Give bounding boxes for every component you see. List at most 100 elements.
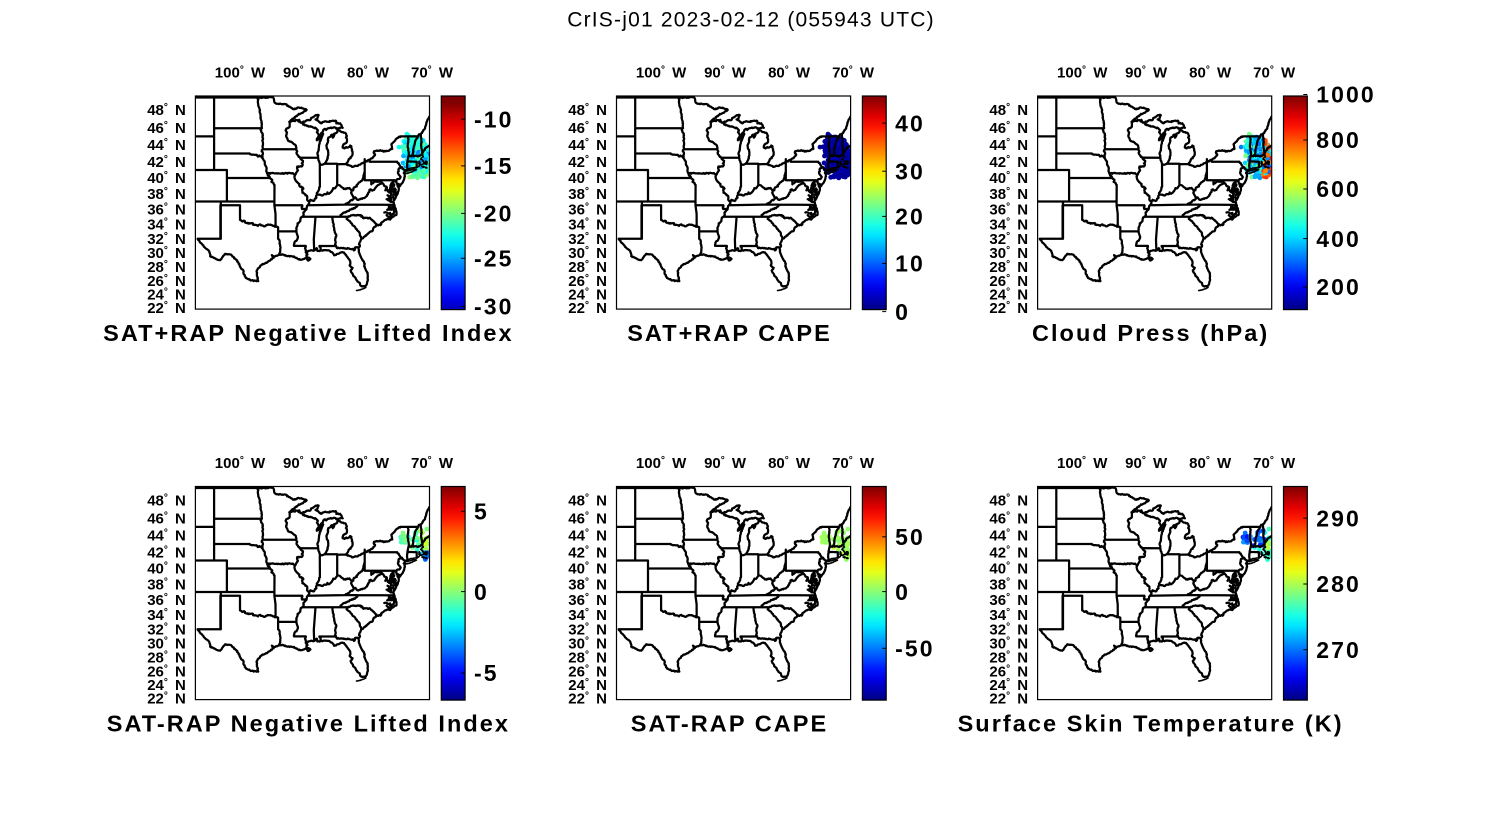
svg-text:28° N: 28° N <box>147 650 186 667</box>
svg-text:22° N: 22° N <box>989 300 1028 317</box>
svg-text:5: 5 <box>474 499 489 525</box>
svg-text:100° W: 100° W <box>1057 455 1108 472</box>
svg-text:40° N: 40° N <box>568 561 607 578</box>
svg-text:28° N: 28° N <box>989 259 1028 276</box>
svg-text:34° N: 34° N <box>147 607 186 624</box>
svg-text:0: 0 <box>895 579 910 605</box>
svg-text:70° W: 70° W <box>411 65 454 82</box>
svg-text:90° W: 90° W <box>704 455 747 472</box>
svg-text:26° N: 26° N <box>568 273 607 290</box>
svg-text:32° N: 32° N <box>147 231 186 248</box>
svg-text:44° N: 44° N <box>568 137 607 154</box>
svg-text:46° N: 46° N <box>147 120 186 137</box>
svg-text:22° N: 22° N <box>147 300 186 317</box>
svg-text:34° N: 34° N <box>568 216 607 233</box>
svg-text:-30: -30 <box>474 294 514 320</box>
svg-text:24° N: 24° N <box>989 287 1028 304</box>
svg-text:46° N: 46° N <box>989 510 1028 527</box>
svg-text:SAT+RAP Negative Lifted Index: SAT+RAP Negative Lifted Index <box>103 320 514 346</box>
svg-text:28° N: 28° N <box>568 650 607 667</box>
svg-text:30° N: 30° N <box>568 245 607 262</box>
svg-text:270: 270 <box>1316 637 1361 663</box>
svg-text:44° N: 44° N <box>568 528 607 545</box>
svg-text:30° N: 30° N <box>147 245 186 262</box>
svg-text:0: 0 <box>474 579 489 605</box>
svg-text:44° N: 44° N <box>989 137 1028 154</box>
svg-text:32° N: 32° N <box>989 231 1028 248</box>
svg-text:32° N: 32° N <box>568 621 607 638</box>
svg-text:90° W: 90° W <box>283 65 326 82</box>
svg-text:48° N: 48° N <box>568 102 607 119</box>
svg-text:32° N: 32° N <box>568 231 607 248</box>
svg-text:24° N: 24° N <box>568 677 607 694</box>
svg-text:48° N: 48° N <box>147 492 186 509</box>
svg-text:90° W: 90° W <box>704 65 747 82</box>
svg-text:34° N: 34° N <box>147 216 186 233</box>
svg-text:42° N: 42° N <box>147 154 186 171</box>
svg-text:34° N: 34° N <box>989 607 1028 624</box>
svg-text:42° N: 42° N <box>147 545 186 562</box>
svg-text:26° N: 26° N <box>989 273 1028 290</box>
svg-text:90° W: 90° W <box>1125 455 1168 472</box>
svg-text:90° W: 90° W <box>283 455 326 472</box>
svg-text:0: 0 <box>895 299 910 325</box>
svg-text:SAT+RAP CAPE: SAT+RAP CAPE <box>627 320 832 346</box>
svg-text:-15: -15 <box>474 153 514 179</box>
svg-text:Cloud Press (hPa): Cloud Press (hPa) <box>1032 320 1269 346</box>
svg-text:30° N: 30° N <box>989 636 1028 653</box>
svg-text:100° W: 100° W <box>215 455 266 472</box>
svg-text:80° W: 80° W <box>768 65 811 82</box>
svg-text:38° N: 38° N <box>568 577 607 594</box>
svg-text:10: 10 <box>895 251 925 277</box>
svg-text:SAT-RAP CAPE: SAT-RAP CAPE <box>631 711 828 737</box>
svg-text:48° N: 48° N <box>147 102 186 119</box>
svg-text:70° W: 70° W <box>1253 455 1296 472</box>
svg-text:22° N: 22° N <box>568 300 607 317</box>
svg-text:44° N: 44° N <box>989 528 1028 545</box>
svg-text:36° N: 36° N <box>989 201 1028 218</box>
svg-text:40° N: 40° N <box>568 170 607 187</box>
svg-text:100° W: 100° W <box>1057 65 1108 82</box>
svg-text:44° N: 44° N <box>147 528 186 545</box>
svg-text:24° N: 24° N <box>989 677 1028 694</box>
svg-text:-10: -10 <box>474 106 514 132</box>
svg-text:-25: -25 <box>474 246 514 272</box>
svg-text:30° N: 30° N <box>568 636 607 653</box>
svg-text:90° W: 90° W <box>1125 65 1168 82</box>
svg-text:-5: -5 <box>474 660 499 686</box>
svg-text:36° N: 36° N <box>568 592 607 609</box>
svg-text:22° N: 22° N <box>989 690 1028 707</box>
svg-text:38° N: 38° N <box>147 186 186 203</box>
svg-text:40: 40 <box>895 110 925 136</box>
svg-text:70° W: 70° W <box>832 65 875 82</box>
svg-text:70° W: 70° W <box>1253 65 1296 82</box>
svg-text:46° N: 46° N <box>989 120 1028 137</box>
svg-text:100° W: 100° W <box>215 65 266 82</box>
svg-text:22° N: 22° N <box>147 690 186 707</box>
svg-text:Surface Skin Temperature (K): Surface Skin Temperature (K) <box>958 711 1344 737</box>
svg-text:26° N: 26° N <box>147 664 186 681</box>
svg-text:36° N: 36° N <box>147 592 186 609</box>
svg-text:32° N: 32° N <box>989 621 1028 638</box>
svg-text:28° N: 28° N <box>147 259 186 276</box>
svg-text:46° N: 46° N <box>147 510 186 527</box>
svg-text:200: 200 <box>1316 274 1361 300</box>
svg-text:80° W: 80° W <box>1189 455 1232 472</box>
svg-text:80° W: 80° W <box>347 455 390 472</box>
svg-text:-50: -50 <box>895 636 935 662</box>
svg-text:22° N: 22° N <box>568 690 607 707</box>
svg-text:40° N: 40° N <box>147 170 186 187</box>
svg-text:70° W: 70° W <box>832 455 875 472</box>
svg-text:20: 20 <box>895 204 925 230</box>
svg-text:36° N: 36° N <box>147 201 186 218</box>
svg-text:50: 50 <box>895 524 925 550</box>
svg-text:36° N: 36° N <box>568 201 607 218</box>
svg-text:-20: -20 <box>474 201 514 227</box>
svg-text:80° W: 80° W <box>347 65 390 82</box>
svg-text:48° N: 48° N <box>989 492 1028 509</box>
svg-text:400: 400 <box>1316 226 1361 252</box>
svg-text:26° N: 26° N <box>568 664 607 681</box>
svg-text:42° N: 42° N <box>568 154 607 171</box>
svg-text:42° N: 42° N <box>989 545 1028 562</box>
svg-text:38° N: 38° N <box>989 186 1028 203</box>
